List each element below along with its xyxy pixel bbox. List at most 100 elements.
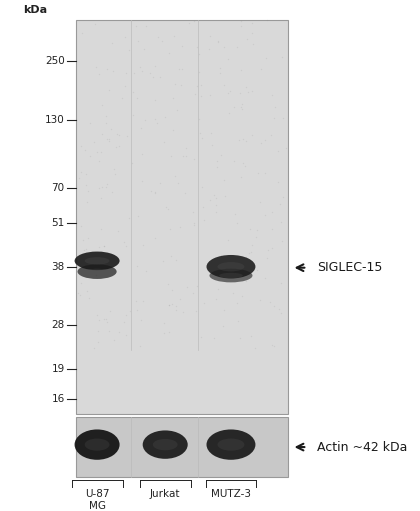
Point [229, 289, 236, 297]
Point [76, 174, 83, 182]
Point [231, 210, 238, 218]
Point [143, 22, 150, 30]
Point [93, 311, 100, 319]
Point [96, 157, 102, 165]
Point [192, 307, 199, 315]
Point [239, 105, 245, 113]
Point [100, 314, 107, 322]
Text: kDa: kDa [24, 5, 47, 15]
Text: 51: 51 [51, 218, 65, 228]
Point [134, 213, 141, 221]
Point [151, 61, 158, 69]
Point [279, 193, 286, 201]
Point [233, 43, 240, 51]
Point [172, 80, 178, 88]
Ellipse shape [218, 262, 244, 271]
Point [183, 144, 190, 152]
Point [140, 297, 147, 305]
Point [78, 279, 84, 287]
Point [110, 336, 117, 344]
Point [244, 35, 251, 43]
Point [249, 39, 256, 48]
Point [105, 135, 112, 144]
Point [207, 128, 214, 136]
Point [248, 19, 255, 27]
Point [190, 155, 197, 163]
Ellipse shape [143, 430, 188, 459]
Point [271, 103, 278, 111]
Point [211, 191, 218, 199]
Point [129, 88, 136, 96]
Point [104, 318, 110, 326]
Point [82, 245, 89, 253]
Ellipse shape [210, 269, 252, 283]
Point [164, 281, 171, 289]
Point [105, 86, 112, 94]
Point [239, 134, 246, 143]
Ellipse shape [207, 255, 255, 278]
Point [183, 151, 189, 159]
Point [220, 322, 226, 330]
Point [193, 82, 200, 90]
Point [131, 69, 137, 78]
Text: MUTZ-3: MUTZ-3 [211, 490, 251, 499]
Point [139, 67, 145, 75]
Point [231, 103, 237, 111]
Point [236, 334, 243, 342]
Point [79, 236, 86, 244]
Point [213, 295, 220, 303]
Point [239, 100, 245, 108]
Point [155, 33, 162, 41]
Point [184, 283, 190, 291]
Point [99, 182, 105, 191]
Point [167, 151, 174, 159]
Point [84, 287, 90, 295]
Ellipse shape [219, 273, 243, 278]
Point [115, 328, 122, 336]
Point [261, 211, 268, 219]
Point [150, 73, 156, 81]
Point [176, 223, 183, 231]
Point [78, 142, 84, 150]
Point [190, 220, 197, 228]
Point [74, 289, 81, 297]
Point [276, 200, 283, 208]
Point [262, 169, 268, 177]
Point [268, 91, 275, 99]
Point [182, 189, 189, 197]
Point [148, 187, 155, 195]
Point [249, 29, 256, 37]
Point [262, 136, 268, 145]
Point [115, 142, 122, 150]
Point [162, 113, 168, 121]
Point [238, 173, 245, 181]
Point [110, 67, 117, 75]
Point [245, 88, 252, 96]
Point [217, 151, 224, 159]
Point [215, 285, 222, 293]
Point [102, 183, 109, 192]
Point [254, 266, 261, 274]
Point [179, 41, 186, 50]
Point [190, 289, 197, 297]
Ellipse shape [153, 439, 178, 450]
Point [139, 176, 145, 184]
Point [166, 301, 173, 310]
Point [197, 81, 204, 89]
Point [101, 242, 108, 250]
Point [151, 114, 158, 123]
Point [84, 198, 91, 206]
Point [78, 29, 85, 37]
Point [221, 42, 228, 51]
Point [125, 46, 132, 54]
Point [121, 238, 128, 246]
Point [169, 126, 176, 134]
Point [234, 298, 240, 307]
Point [111, 165, 118, 173]
Point [96, 315, 102, 323]
Point [247, 224, 254, 233]
Point [190, 17, 197, 25]
Point [239, 159, 246, 168]
Point [102, 119, 109, 127]
Point [196, 67, 202, 76]
